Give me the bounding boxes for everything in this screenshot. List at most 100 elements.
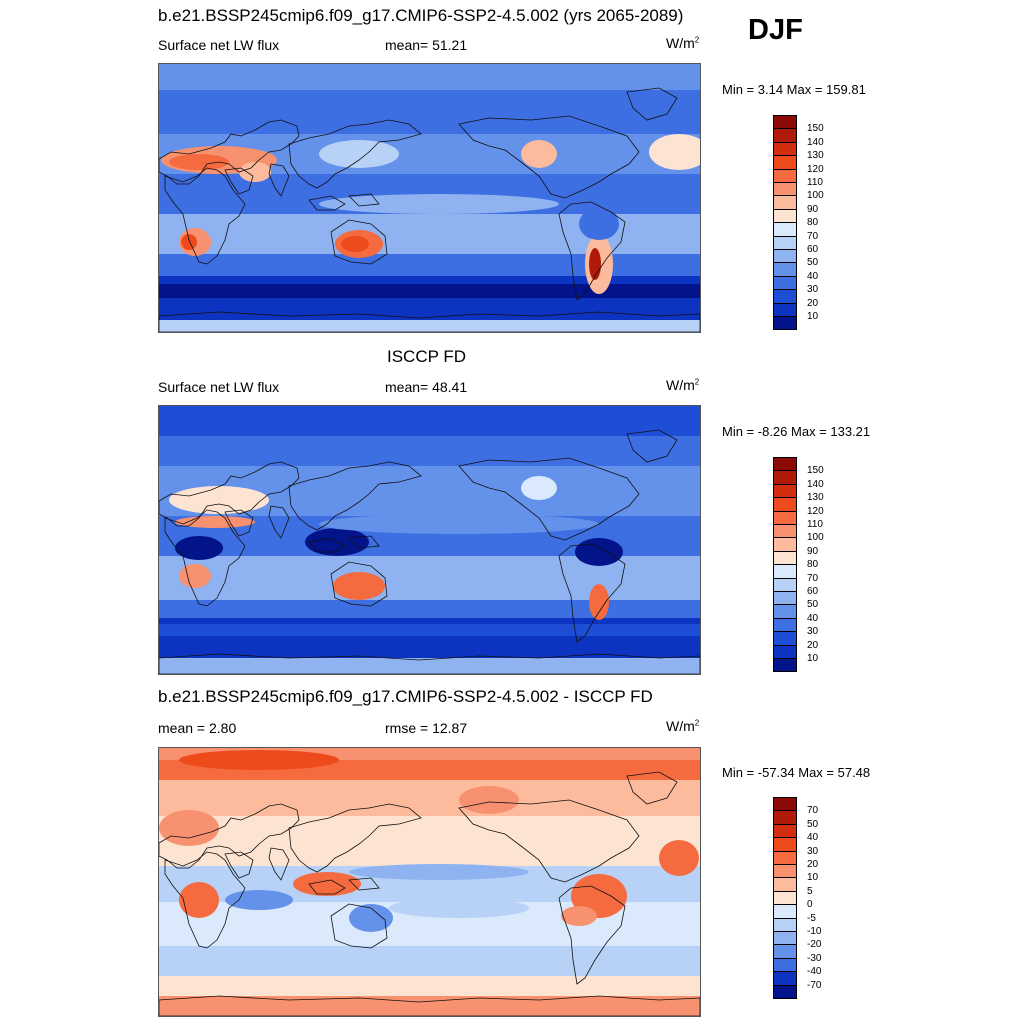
map-field bbox=[349, 864, 529, 880]
panel-1-map bbox=[158, 63, 701, 333]
panel-2-variable: Surface net LW flux bbox=[158, 379, 280, 395]
colorbar-swatch bbox=[773, 850, 797, 865]
colorbar-label: 10 bbox=[807, 653, 819, 664]
colorbar-label: -20 bbox=[807, 939, 822, 951]
colorbar-swatch bbox=[773, 604, 797, 619]
coastline bbox=[288, 119, 422, 189]
colorbar-swatch bbox=[773, 591, 797, 606]
coastline bbox=[626, 771, 678, 805]
coastline bbox=[330, 219, 388, 265]
season-label: DJF bbox=[748, 14, 803, 46]
colorbar-label: 60 bbox=[807, 244, 819, 255]
map-field bbox=[319, 194, 559, 214]
colorbar-swatch bbox=[773, 810, 797, 825]
colorbar-swatch bbox=[773, 631, 797, 646]
colorbar-swatch bbox=[773, 497, 797, 512]
map-band bbox=[159, 406, 700, 436]
map-band bbox=[159, 816, 700, 866]
map-field bbox=[169, 154, 229, 170]
panel-1-map-plot bbox=[159, 64, 700, 332]
coastline bbox=[626, 87, 678, 121]
map-field bbox=[175, 536, 223, 560]
coastline bbox=[224, 509, 254, 537]
coastline bbox=[626, 429, 678, 463]
panel-3-mean: mean = 2.80 bbox=[158, 720, 237, 736]
colorbar-swatch bbox=[773, 483, 797, 499]
panel-2-map bbox=[158, 405, 701, 675]
colorbar-swatch bbox=[773, 457, 797, 472]
colorbar-swatch bbox=[773, 195, 797, 210]
panel-1-title: b.e21.BSSP245cmip6.f09_g17.CMIP6-SSP2-4.… bbox=[158, 6, 684, 25]
colorbar-label: 140 bbox=[807, 478, 824, 490]
colorbar-swatch bbox=[773, 577, 797, 592]
map-band bbox=[159, 284, 700, 298]
colorbar-swatch bbox=[773, 524, 797, 539]
coastline bbox=[268, 505, 290, 539]
coastline bbox=[458, 799, 640, 883]
colorbar-swatch bbox=[773, 262, 797, 277]
map-field bbox=[659, 840, 699, 876]
colorbar-label: 140 bbox=[807, 136, 824, 148]
colorbar-label: 10 bbox=[807, 311, 819, 322]
colorbar-label: 120 bbox=[807, 163, 824, 175]
map-field bbox=[521, 476, 557, 500]
coastline bbox=[348, 535, 380, 549]
colorbar-swatch bbox=[773, 823, 797, 839]
coastline bbox=[159, 461, 300, 527]
map-field bbox=[459, 786, 519, 814]
colorbar-label: -10 bbox=[807, 926, 822, 937]
coastline bbox=[159, 995, 700, 1016]
map-field bbox=[589, 248, 601, 280]
coastline bbox=[268, 163, 290, 197]
colorbar-swatch bbox=[773, 510, 797, 525]
colorbar-swatch bbox=[773, 155, 797, 170]
panel-2-mean: mean= 48.41 bbox=[385, 379, 468, 395]
coastline bbox=[458, 457, 640, 541]
colorbar-label: 10 bbox=[807, 872, 819, 884]
colorbar-swatch bbox=[773, 904, 797, 919]
colorbar-label: 30 bbox=[807, 284, 819, 296]
colorbar-label: 130 bbox=[807, 150, 824, 162]
map-field bbox=[179, 882, 219, 918]
colorbar-swatch bbox=[773, 128, 797, 143]
coastline bbox=[348, 877, 380, 891]
colorbar-label: 20 bbox=[807, 859, 819, 870]
panel-3-map-plot bbox=[159, 748, 700, 1016]
map-field bbox=[293, 872, 361, 896]
colorbar-swatch bbox=[773, 984, 797, 999]
panel-3-title: b.e21.BSSP245cmip6.f09_g17.CMIP6-SSP2-4.… bbox=[158, 687, 653, 706]
colorbar-label: 110 bbox=[807, 519, 823, 530]
colorbar-swatch bbox=[773, 837, 797, 852]
colorbar-swatch bbox=[773, 644, 797, 659]
map-band bbox=[159, 214, 700, 254]
colorbar-label: 40 bbox=[807, 612, 819, 624]
colorbar-label: 40 bbox=[807, 832, 819, 844]
colorbar-label: 80 bbox=[807, 217, 819, 229]
map-field bbox=[169, 486, 269, 514]
colorbar-label: 150 bbox=[807, 123, 824, 135]
panel-3-minmax: Min = -57.34 Max = 57.48 bbox=[722, 765, 871, 780]
coastline bbox=[164, 851, 246, 949]
colorbar-label: 60 bbox=[807, 586, 819, 597]
map-field bbox=[649, 134, 700, 170]
colorbar-swatch bbox=[773, 658, 797, 673]
map-field bbox=[319, 514, 599, 534]
map-field bbox=[225, 890, 293, 910]
colorbar-label: 90 bbox=[807, 203, 819, 215]
coastline bbox=[558, 543, 626, 643]
colorbar-swatch bbox=[773, 550, 797, 566]
colorbar-label: 130 bbox=[807, 492, 824, 504]
coastline bbox=[164, 167, 246, 265]
panel-1-minmax: Min = 3.14 Max = 159.81 bbox=[722, 82, 866, 97]
colorbar-swatch bbox=[773, 289, 797, 304]
colorbar-swatch bbox=[773, 797, 797, 812]
coastline bbox=[159, 311, 700, 332]
coastline bbox=[458, 115, 640, 199]
colorbar-swatch bbox=[773, 235, 797, 250]
map-field bbox=[181, 234, 197, 250]
colorbar-swatch bbox=[773, 957, 797, 973]
colorbar-label: 30 bbox=[807, 626, 819, 638]
colorbar-label: 30 bbox=[807, 845, 819, 857]
colorbar-swatch bbox=[773, 470, 797, 485]
panel-2-minmax: Min = -8.26 Max = 133.21 bbox=[722, 424, 871, 439]
